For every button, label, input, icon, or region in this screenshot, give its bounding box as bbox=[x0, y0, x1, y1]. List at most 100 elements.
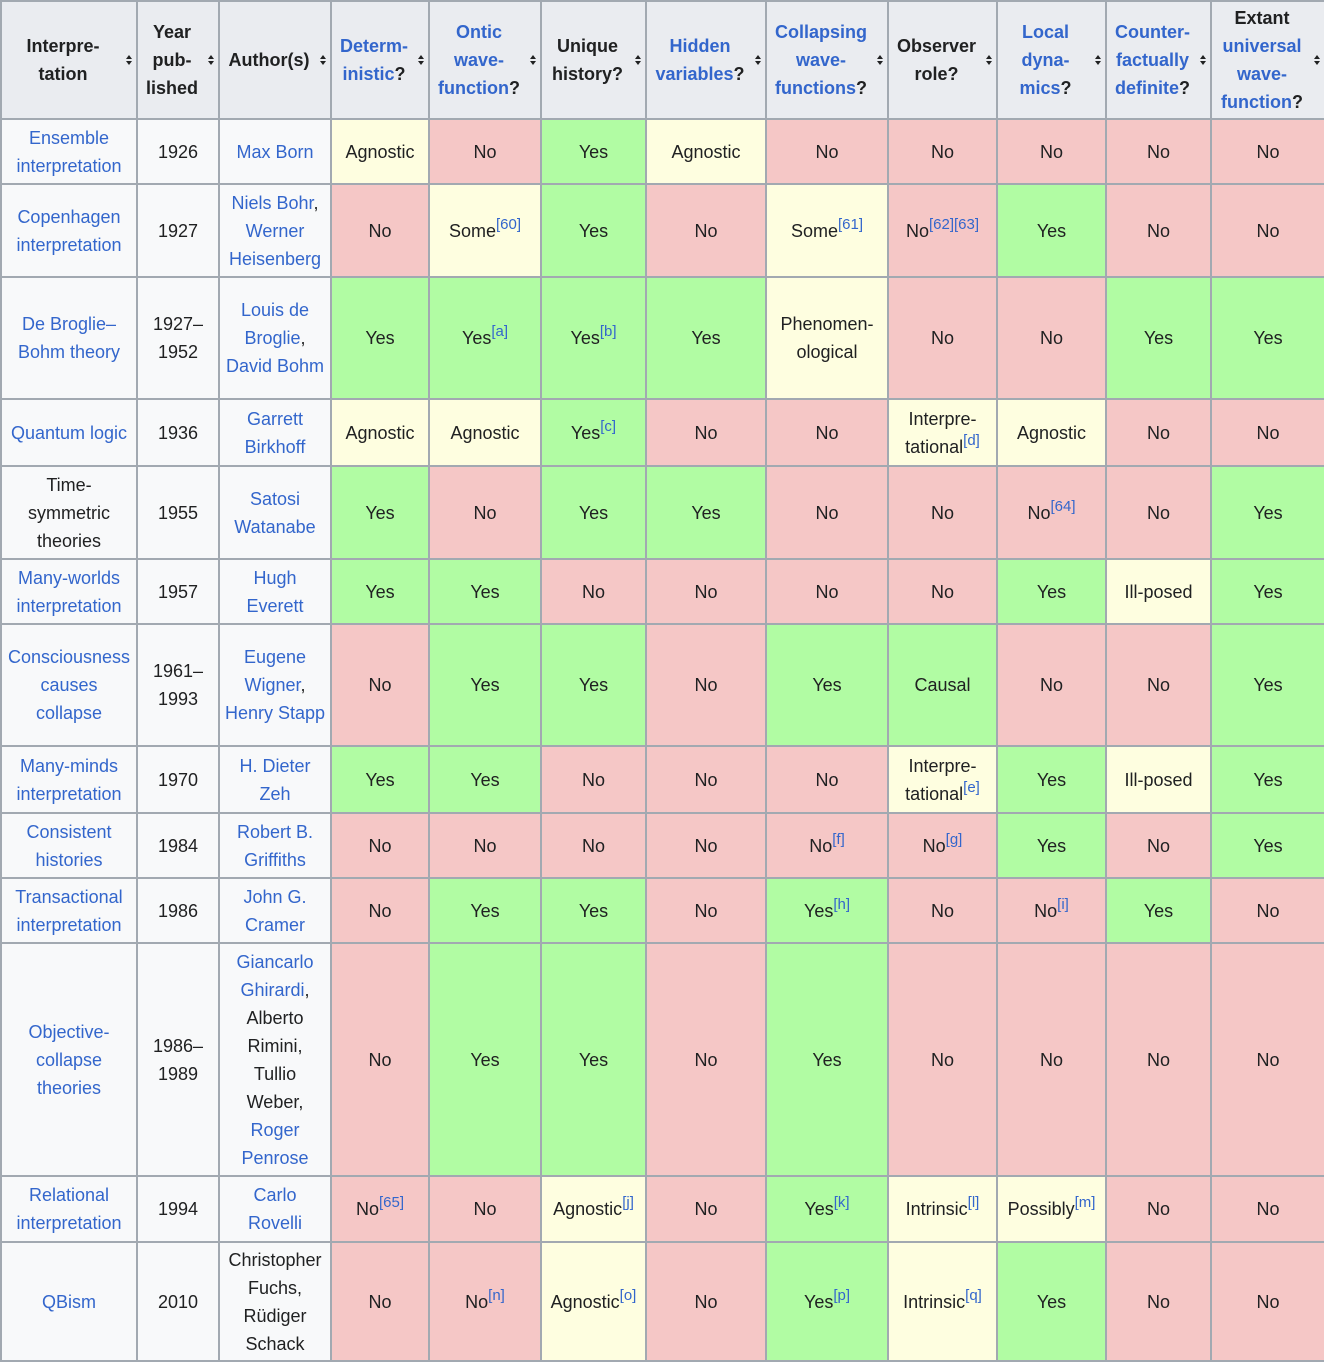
sort-icon[interactable] bbox=[418, 55, 424, 65]
interpretation-link[interactable]: Objective- collapse theories bbox=[28, 1021, 110, 1098]
value-text: No bbox=[1256, 1049, 1280, 1070]
header-link[interactable]: Ontic wave- function bbox=[438, 22, 509, 98]
author-link[interactable]: H. Dieter Zeh bbox=[239, 755, 311, 804]
citation-link[interactable]: [k] bbox=[833, 1194, 850, 1211]
value-text: Yes bbox=[812, 675, 842, 695]
citation-link[interactable]: [c] bbox=[600, 417, 617, 435]
citation-link[interactable]: [d] bbox=[963, 431, 980, 449]
authors-cell: Louis de Broglie, David Bohm bbox=[218, 276, 332, 400]
interpretation-link[interactable]: Quantum logic bbox=[10, 422, 128, 443]
interpretation-link[interactable]: Copenhagen interpretation bbox=[16, 206, 122, 255]
column-header[interactable]: Counter- factually definite? bbox=[1105, 0, 1212, 120]
sort-icon[interactable] bbox=[1314, 55, 1320, 65]
citation-link[interactable]: [60] bbox=[496, 215, 522, 233]
interpretation-link[interactable]: Many-minds interpretation bbox=[16, 755, 122, 804]
value-cell: Yes bbox=[428, 558, 542, 625]
author-link[interactable]: Garrett Birkhoff bbox=[244, 408, 306, 457]
column-header[interactable]: Unique history? bbox=[540, 0, 647, 120]
citation-link[interactable]: [62][63] bbox=[928, 215, 980, 233]
column-header[interactable]: Author(s) bbox=[218, 0, 332, 120]
table-row: Ensemble interpretation 1926 Max Born Agnos… bbox=[0, 118, 1324, 185]
column-header[interactable]: Determ- inistic? bbox=[330, 0, 430, 120]
column-header[interactable]: Local dyna- mics? bbox=[996, 0, 1107, 120]
interpretation-link[interactable]: Transactional interpretation bbox=[15, 886, 123, 935]
sort-icon[interactable] bbox=[320, 55, 326, 65]
author-link[interactable]: Roger Penrose bbox=[241, 1119, 309, 1168]
citation-link[interactable]: [a] bbox=[491, 323, 509, 340]
sort-icon[interactable] bbox=[126, 55, 132, 65]
value-text: No bbox=[815, 581, 839, 602]
sort-icon[interactable] bbox=[755, 55, 761, 65]
author-link[interactable]: Carlo Rovelli bbox=[247, 1185, 303, 1233]
sort-icon[interactable] bbox=[877, 55, 883, 65]
citation-link[interactable]: [i] bbox=[1057, 895, 1069, 913]
value-text: Interpre- tational bbox=[905, 408, 977, 457]
sort-icon[interactable] bbox=[1095, 55, 1101, 65]
value-text: Yes bbox=[578, 502, 609, 523]
interpretation-link[interactable]: Ensemble interpretation bbox=[16, 127, 122, 176]
header-link[interactable]: Local dyna- mics bbox=[1019, 22, 1070, 98]
header-link[interactable]: universal wave- function bbox=[1221, 36, 1302, 112]
citation-link[interactable]: [61] bbox=[838, 215, 864, 233]
column-header[interactable]: Year pub- lished bbox=[136, 0, 220, 120]
citation-link[interactable]: [l] bbox=[967, 1194, 980, 1211]
author-link[interactable]: Niels Bohr bbox=[231, 192, 314, 213]
sort-icon[interactable] bbox=[635, 55, 641, 65]
interpretation-link[interactable]: Relational interpretation bbox=[16, 1185, 122, 1233]
author-link[interactable]: Louis de Broglie bbox=[240, 300, 310, 348]
citation-link[interactable]: [g] bbox=[945, 830, 963, 848]
author-link[interactable]: David Bohm bbox=[225, 356, 325, 376]
column-header[interactable]: Collapsing wave- functions? bbox=[765, 0, 889, 120]
header-link[interactable]: Collapsing wave- functions bbox=[774, 22, 867, 98]
citation-link[interactable]: [65] bbox=[378, 1194, 405, 1211]
header-link[interactable]: Counter- factually definite bbox=[1114, 22, 1190, 98]
value-cell: No bbox=[887, 276, 998, 400]
citation-link[interactable]: [q] bbox=[965, 1286, 982, 1304]
sort-icon[interactable] bbox=[208, 55, 214, 65]
sort-icon[interactable] bbox=[530, 55, 536, 65]
column-header[interactable]: Extant universal wave- function? bbox=[1210, 0, 1324, 120]
value-text: Yes bbox=[1253, 502, 1283, 523]
value-text: No bbox=[922, 835, 946, 856]
column-header[interactable]: Interpre- tation bbox=[0, 0, 138, 120]
interpretation-link[interactable]: Consciousness causes collapse bbox=[7, 647, 131, 723]
author-link[interactable]: Robert B. Griffiths bbox=[236, 821, 314, 870]
value-text: No bbox=[368, 835, 392, 856]
author-link[interactable]: Hugh Everett bbox=[246, 567, 304, 616]
citation-link[interactable]: [j] bbox=[622, 1194, 634, 1211]
sort-icon[interactable] bbox=[1200, 55, 1206, 65]
citation-link[interactable]: [n] bbox=[488, 1286, 505, 1304]
citation-link[interactable]: [f] bbox=[832, 830, 845, 848]
column-header[interactable]: Hidden variables? bbox=[645, 0, 767, 120]
citation-link[interactable]: [e] bbox=[963, 778, 980, 796]
author-link[interactable]: Max Born bbox=[236, 141, 314, 162]
author-link[interactable]: Henry Stapp bbox=[224, 703, 326, 723]
interpretation-link[interactable]: De Broglie–Bohm theory bbox=[17, 314, 121, 362]
interpretation-cell: Copenhagen interpretation bbox=[0, 183, 138, 278]
citation-link[interactable]: [m] bbox=[1074, 1194, 1096, 1211]
sort-icon[interactable] bbox=[986, 55, 992, 65]
column-header[interactable]: Observer role? bbox=[887, 0, 998, 120]
interpretation-link[interactable]: Consistent histories bbox=[26, 821, 112, 870]
author-link[interactable]: John G. Cramer bbox=[243, 886, 307, 935]
table-row: Objective- collapse theories 1986– 1989 Gi… bbox=[0, 942, 1324, 1177]
author-link[interactable]: Werner Heisenberg bbox=[228, 220, 322, 269]
value-cell: Yes bbox=[996, 812, 1107, 879]
header-link[interactable]: Hidden variables bbox=[655, 36, 734, 84]
interpretation-link[interactable]: Many-worlds interpretation bbox=[16, 567, 122, 616]
citation-link[interactable]: [b] bbox=[599, 323, 617, 340]
citation-link[interactable]: [64] bbox=[1050, 497, 1076, 515]
value-cell: Yes bbox=[765, 942, 889, 1177]
author-link[interactable]: Satosi Watanabe bbox=[234, 488, 316, 537]
value-text: Yes bbox=[470, 675, 500, 695]
author-link[interactable]: Eugene Wigner bbox=[243, 647, 307, 695]
year-cell: 1957 bbox=[136, 558, 220, 625]
author-link[interactable]: Giancarlo Ghirardi bbox=[236, 951, 314, 1000]
header-link[interactable]: Determ- inistic bbox=[339, 36, 409, 84]
interpretation-link[interactable]: QBism bbox=[42, 1291, 96, 1312]
column-header[interactable]: Ontic wave- function? bbox=[428, 0, 542, 120]
value-cell: No bbox=[330, 812, 430, 879]
citation-link[interactable]: [o] bbox=[619, 1286, 637, 1304]
citation-link[interactable]: [p] bbox=[833, 1286, 851, 1304]
citation-link[interactable]: [h] bbox=[833, 895, 851, 913]
